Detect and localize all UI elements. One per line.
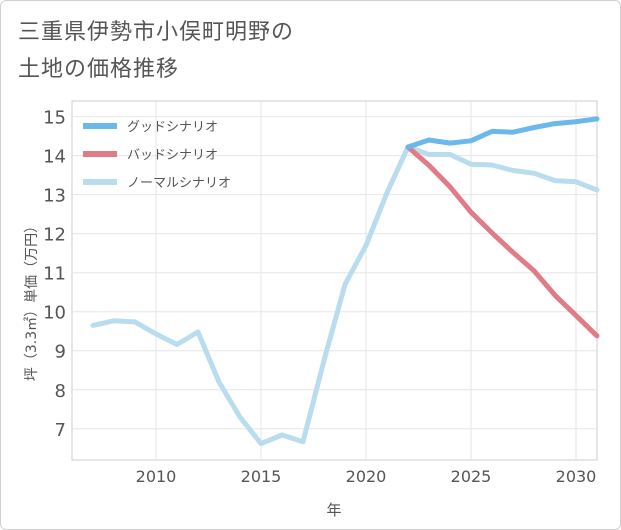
x-tick-label: 2025 xyxy=(451,467,492,486)
x-tick-label: 2030 xyxy=(556,467,597,486)
y-tick-label: 10 xyxy=(43,303,66,324)
legend-label: バッドシナリオ xyxy=(127,148,218,163)
series-line-0 xyxy=(405,116,600,150)
x-tick-label: 2020 xyxy=(346,467,387,486)
legend-label: グッドシナリオ xyxy=(127,120,218,135)
y-tick-labels: 7 8 9 10 11 12 13 14 15 xyxy=(43,108,66,441)
chart-title: 三重県伊勢市小俣町明野の 土地の価格推移 xyxy=(18,14,294,88)
y-tick-label: 7 xyxy=(55,420,66,441)
y-tick-label: 15 xyxy=(43,108,66,129)
title-line-2: 土地の価格推移 xyxy=(18,57,180,82)
series-line-1 xyxy=(405,144,600,339)
title-line-1: 三重県伊勢市小俣町明野の xyxy=(18,20,295,45)
series-line-2 xyxy=(90,144,600,447)
gridlines xyxy=(72,101,597,460)
x-tick-labels: 2010 2015 2020 2025 2030 xyxy=(136,467,597,486)
y-tick-label: 14 xyxy=(43,147,66,168)
y-tick-label: 11 xyxy=(43,264,66,285)
series-lines xyxy=(90,116,600,447)
y-tick-label: 12 xyxy=(43,225,66,246)
y-tick-label: 9 xyxy=(55,342,66,363)
legend-label: ノーマルシナリオ xyxy=(127,176,231,191)
x-tick-label: 2010 xyxy=(136,467,177,486)
y-tick-label: 13 xyxy=(43,186,66,207)
y-tick-label: 8 xyxy=(55,381,66,402)
x-tick-label: 2015 xyxy=(241,467,282,486)
x-axis-label: 年 xyxy=(326,501,341,519)
y-axis-label: 坪（3.3㎡）単価（万円） xyxy=(24,219,40,381)
plot-area xyxy=(71,100,598,461)
